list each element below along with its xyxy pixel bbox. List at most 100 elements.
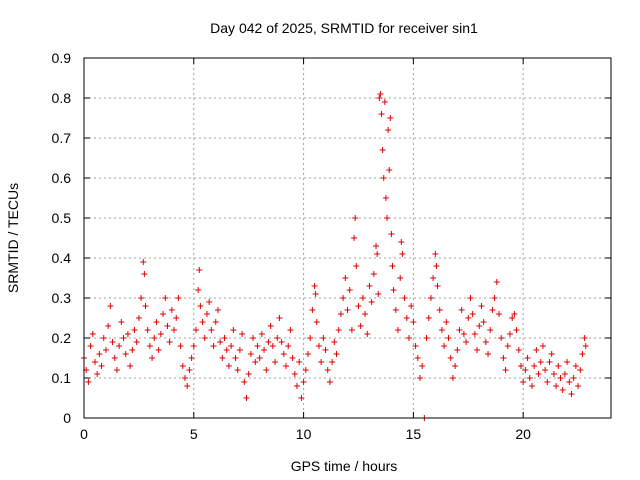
data-point [245,371,252,377]
data-point [190,343,197,349]
data-point [432,251,439,257]
data-point [430,275,437,281]
data-point [412,343,419,349]
data-point [182,375,189,381]
data-point [500,355,507,361]
data-point [344,307,351,313]
data-point [467,295,474,301]
data-point [522,367,529,373]
data-point [243,395,250,401]
data-point [579,351,586,357]
data-point [89,331,96,337]
y-tick-label: 0.2 [52,330,72,346]
data-point [274,335,281,341]
data-point [474,347,481,353]
y-tick-label: 0.6 [52,170,72,186]
data-point [445,335,452,341]
data-point [254,343,261,349]
data-point [553,383,560,389]
data-point [416,375,423,381]
x-tick-label: 20 [515,426,531,442]
data-point [331,339,338,345]
data-point [304,351,311,357]
data-point [173,315,180,321]
data-point [460,331,467,337]
data-point [504,343,511,349]
data-point [135,315,142,321]
data-point [322,347,329,353]
data-point [489,307,496,313]
data-point [531,363,538,369]
data-point [192,327,199,333]
data-point [223,347,230,353]
data-point [283,363,290,369]
data-point [313,319,320,325]
data-point [502,367,509,373]
data-point [91,359,98,365]
data-point [564,359,571,365]
data-points [81,91,589,421]
x-tick-labels: 0 5 10 15 20 [80,426,531,442]
data-point [535,371,542,377]
y-tick-label: 0.4 [52,250,72,266]
data-point [287,327,294,333]
data-point [329,359,336,365]
data-point [348,327,355,333]
data-point [526,375,533,381]
data-point [302,367,309,373]
data-point [265,339,272,345]
data-point [388,231,395,237]
y-axis-label: SRMTID / TECUs [5,183,21,293]
data-point [318,359,325,365]
data-point [188,355,195,361]
data-point [120,335,127,341]
data-point [399,251,406,257]
data-point [463,339,470,345]
data-point [219,355,226,361]
y-tick-label: 0.5 [52,210,72,226]
data-point [425,315,432,321]
data-point [487,327,494,333]
data-point [566,379,573,385]
data-point [370,271,377,277]
data-point [276,315,283,321]
data-point [493,279,500,285]
y-tick-label: 0.3 [52,290,72,306]
data-point [280,351,287,357]
data-point [528,383,535,389]
data-point [177,343,184,349]
data-point [151,335,158,341]
data-point [116,343,123,349]
data-point [546,359,553,365]
data-point [179,363,186,369]
data-point [410,319,417,325]
data-point [443,319,450,325]
data-point [291,371,298,377]
data-point [374,251,381,257]
data-point [149,355,156,361]
data-point [398,239,405,245]
data-point [162,295,169,301]
data-point [509,315,516,321]
y-tick-label: 0.1 [52,370,72,386]
y-tick-label: 0 [63,410,71,426]
data-point [452,363,459,369]
data-point [447,355,454,361]
data-point [320,335,327,341]
data-point [87,343,94,349]
data-point [100,335,107,341]
data-point [517,363,524,369]
data-point [311,283,318,289]
data-point [414,355,421,361]
data-point [337,311,344,317]
data-point [230,327,237,333]
data-point [496,311,503,317]
data-point [405,335,412,341]
data-point [208,327,215,333]
data-point [434,283,441,289]
data-point [225,363,232,369]
data-point [403,315,410,321]
data-point [436,307,443,313]
data-point [515,347,522,353]
data-point [456,327,463,333]
